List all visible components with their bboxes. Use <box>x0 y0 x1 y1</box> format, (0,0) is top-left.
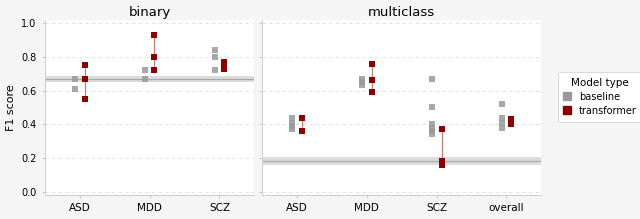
Bar <box>262 157 541 165</box>
Title: binary: binary <box>129 5 171 19</box>
Legend: baseline, transformer: baseline, transformer <box>557 72 640 122</box>
Title: multiclass: multiclass <box>368 5 435 19</box>
Bar <box>45 76 254 82</box>
Y-axis label: F1 score: F1 score <box>6 84 15 131</box>
